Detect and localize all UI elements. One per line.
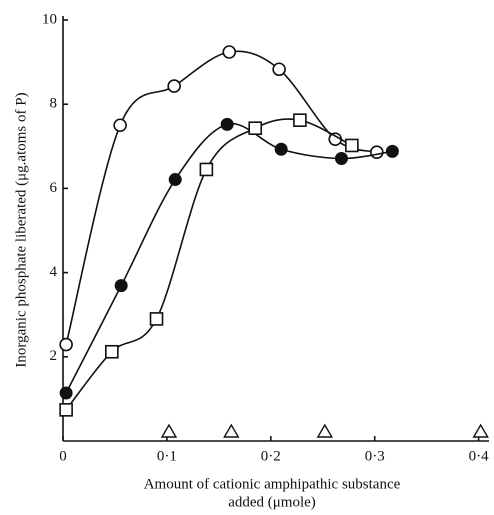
- point: [334, 152, 348, 166]
- point: [59, 337, 73, 352]
- point: [113, 118, 127, 133]
- point: [369, 145, 384, 159]
- y-tick-label: 4: [50, 264, 58, 280]
- point: [345, 138, 359, 153]
- y-tick-label: 10: [42, 11, 57, 27]
- y-tick-label: 2: [50, 348, 58, 364]
- y-axis-label: Inorganic phosphate liberated (μg.atoms …: [13, 92, 29, 367]
- x-tick-label: 0·3: [365, 448, 385, 464]
- point: [223, 423, 240, 438]
- point: [316, 423, 334, 438]
- point: [59, 403, 73, 417]
- point: [222, 45, 237, 59]
- point: [272, 62, 286, 77]
- point: [167, 79, 181, 93]
- point: [220, 117, 234, 131]
- x-axis-label: Amount of cationic amphipathic substance: [144, 476, 401, 492]
- x-tick-label: 0: [59, 448, 67, 464]
- x-tick-label: 0·4: [469, 448, 489, 464]
- point: [274, 142, 288, 156]
- x-tick-label: 0·1: [157, 448, 177, 464]
- point: [385, 144, 399, 158]
- point: [199, 162, 214, 177]
- point: [160, 423, 178, 438]
- point: [248, 121, 263, 135]
- point: [105, 344, 119, 359]
- y-tick-label: 8: [50, 96, 58, 112]
- x-tick-label: 0·2: [261, 448, 281, 464]
- point: [293, 113, 307, 127]
- y-tick-label: 6: [50, 180, 58, 196]
- x-axis-label: added (μmole): [228, 494, 316, 510]
- point: [114, 279, 128, 293]
- point: [59, 386, 73, 400]
- point: [472, 423, 489, 438]
- point: [168, 173, 182, 187]
- point: [149, 312, 164, 326]
